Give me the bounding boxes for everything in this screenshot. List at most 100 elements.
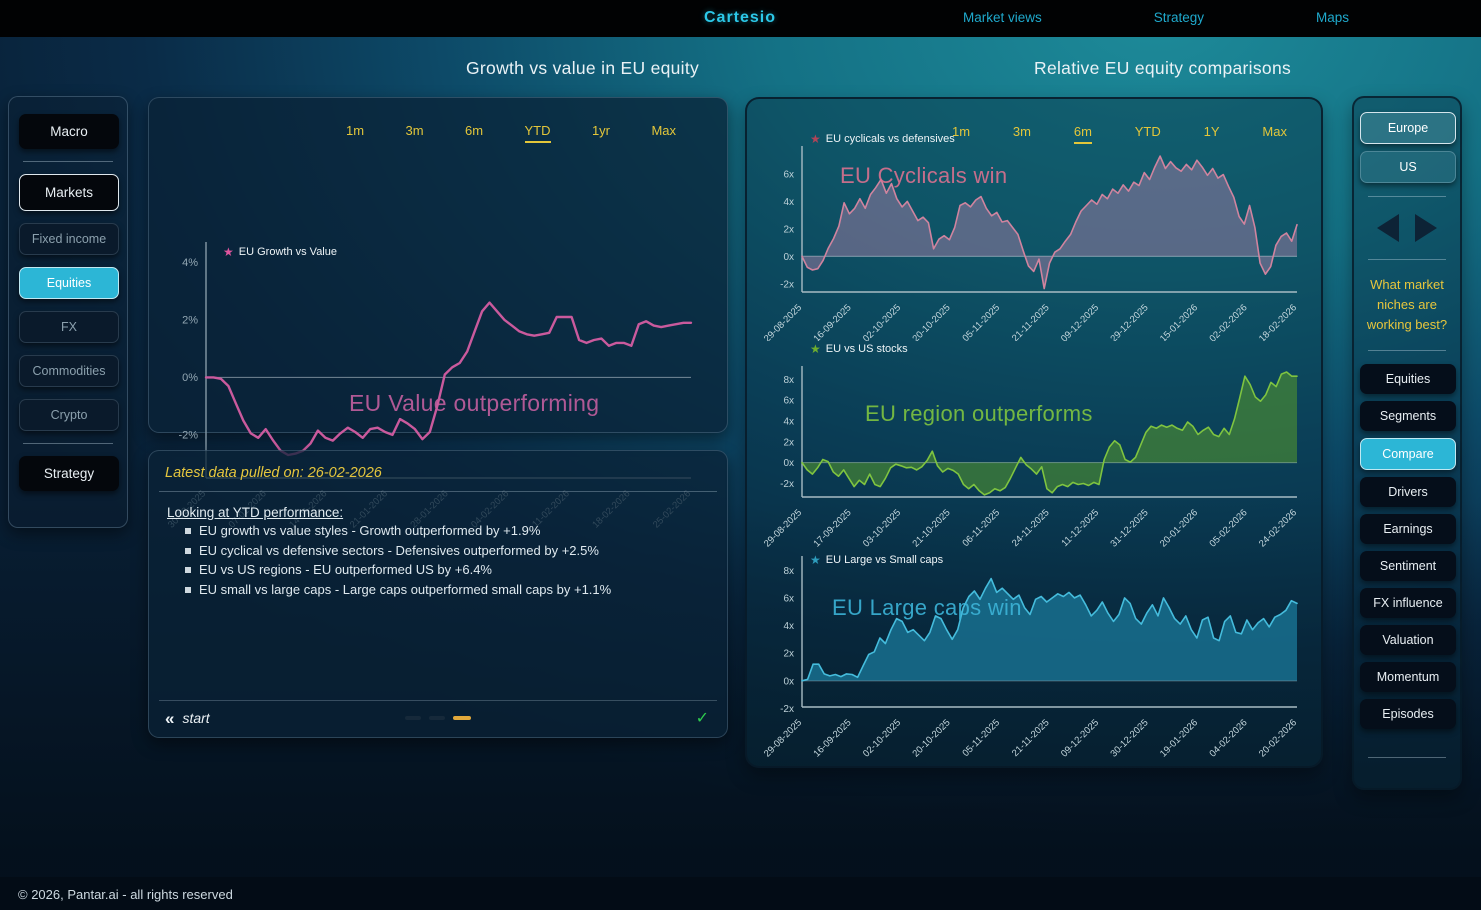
svg-text:21-11-2025: 21-11-2025	[1010, 717, 1052, 759]
ytd-performance-heading: Looking at YTD performance:	[167, 505, 344, 520]
right-nav-equities[interactable]: Equities	[1360, 364, 1456, 395]
eu-vs-us-chart: 8x 6x 4x 2x 0x -2x 29-08-2025 17-09-2025 03-10-2…	[747, 339, 1325, 551]
growth-range-1m[interactable]: 1m	[346, 123, 365, 138]
svg-text:17-09-2025: 17-09-2025	[811, 507, 853, 549]
right-nav-compare[interactable]: Compare	[1360, 438, 1456, 471]
sidebar-item-macro[interactable]: Macro	[19, 114, 119, 149]
topnav-item-strategy[interactable]: Strategy	[1153, 10, 1205, 25]
relative-range-3m[interactable]: 3m	[1012, 124, 1031, 139]
relative-range-6m[interactable]: 6m	[1073, 124, 1092, 144]
relative-range-selector: 1m 3m 6m YTD 1Y Max	[952, 124, 1287, 144]
svg-text:2x: 2x	[783, 649, 794, 660]
chart-annotation: EU Large caps win	[832, 595, 1022, 620]
right-nav-valuation[interactable]: Valuation	[1360, 625, 1456, 656]
svg-text:6x: 6x	[783, 169, 794, 180]
right-nav-earnings[interactable]: Earnings	[1360, 514, 1456, 545]
legend-label: EU Large vs Small caps	[825, 554, 944, 566]
svg-text:20-10-2025: 20-10-2025	[910, 302, 952, 341]
bullet-square-icon	[185, 586, 191, 593]
svg-text:24-11-2025: 24-11-2025	[1010, 507, 1052, 549]
info-panel-footer: « start ✓	[165, 706, 711, 730]
relative-range-max[interactable]: Max	[1262, 124, 1287, 139]
bullet-text: EU vs US regions - EU outperformed US by…	[199, 562, 492, 577]
right-nav-episodes[interactable]: Episodes	[1360, 699, 1456, 730]
sidebar-item-fx[interactable]: FX	[19, 311, 119, 343]
svg-text:04-02-2026: 04-02-2026	[1207, 717, 1249, 759]
sidebar-item-crypto[interactable]: Crypto	[19, 399, 119, 431]
svg-text:20-02-2026: 20-02-2026	[1257, 717, 1299, 759]
bullet-text: EU growth vs value styles - Growth outpe…	[199, 523, 541, 538]
svg-text:29-08-2025: 29-08-2025	[762, 507, 804, 549]
svg-text:06-11-2025: 06-11-2025	[960, 507, 1002, 549]
svg-text:05-11-2025: 05-11-2025	[960, 717, 1002, 759]
star-icon: ★	[810, 132, 821, 146]
svg-text:30-12-2025: 30-12-2025	[1108, 717, 1150, 759]
svg-text:05-11-2025: 05-11-2025	[960, 302, 1002, 341]
chart-canvas: 6x 4x 2x 0x -2x 29-08-2025 16-09-2025 02-10-202…	[762, 146, 1299, 344]
relative-range-1m[interactable]: 1m	[952, 124, 971, 139]
relative-range-1y[interactable]: 1Y	[1203, 124, 1220, 139]
bullet-square-icon	[185, 528, 191, 534]
right-nav-fx-influence[interactable]: FX influence	[1360, 588, 1456, 619]
chart-legend: ★ EU Large vs Small caps	[810, 554, 943, 566]
cyclicals-vs-defensives-chart: 6x 4x 2x 0x -2x 29-08-2025 16-09-2025 02-10-202…	[747, 129, 1325, 344]
svg-text:6x: 6x	[783, 396, 794, 407]
right-nav-sentiment[interactable]: Sentiment	[1360, 551, 1456, 582]
sidebar-item-fixed-income[interactable]: Fixed income	[19, 223, 119, 255]
growth-range-1yr[interactable]: 1yr	[591, 123, 610, 138]
growth-range-max[interactable]: Max	[651, 123, 676, 138]
svg-text:16-09-2025: 16-09-2025	[811, 717, 853, 759]
svg-text:29-08-2025: 29-08-2025	[762, 302, 804, 341]
topnav-item-market-views[interactable]: Market views	[963, 10, 1042, 25]
region-button-us[interactable]: US	[1360, 151, 1456, 183]
sidebar-item-markets[interactable]: Markets	[19, 174, 119, 211]
divider	[1368, 259, 1446, 260]
divider	[1368, 350, 1446, 352]
chart-legend: ★ EU vs US stocks	[810, 343, 908, 355]
right-nav-segments[interactable]: Segments	[1360, 401, 1456, 432]
top-nav: Market views Strategy Maps	[963, 10, 1349, 25]
right-nav-momentum[interactable]: Momentum	[1360, 662, 1456, 693]
sidebar-item-strategy[interactable]: Strategy	[19, 456, 119, 491]
pager-arrows	[1360, 210, 1454, 246]
growth-range-3m[interactable]: 3m	[405, 123, 424, 138]
app-logo[interactable]: Cartesio	[704, 9, 777, 26]
svg-text:02-02-2026: 02-02-2026	[1207, 302, 1249, 341]
growth-range-selector: 1m 3m 6m YTD 1yr Max	[346, 123, 676, 143]
sidebar-item-commodities[interactable]: Commodities	[19, 355, 119, 387]
growth-range-6m[interactable]: 6m	[465, 123, 484, 138]
svg-text:15-01-2026: 15-01-2026	[1158, 302, 1200, 341]
right-sidebar: Europe US What market niches are working b…	[1352, 96, 1462, 790]
topnav-item-maps[interactable]: Maps	[1315, 10, 1349, 25]
pager-dash-3[interactable]	[453, 716, 471, 720]
svg-text:6x: 6x	[783, 593, 794, 604]
chart-canvas: 8x 6x 4x 2x 0x -2x 29-08-2025 17-09-2025 03-10-2…	[762, 366, 1299, 549]
growth-range-ytd[interactable]: YTD	[524, 123, 551, 143]
svg-text:4x: 4x	[783, 621, 794, 632]
svg-text:19-01-2026: 19-01-2026	[1158, 717, 1200, 759]
svg-text:21-11-2025: 21-11-2025	[1010, 302, 1052, 341]
start-button[interactable]: « start	[165, 710, 210, 727]
svg-text:-2x: -2x	[780, 479, 794, 490]
left-arrow-icon[interactable]	[1377, 214, 1399, 242]
svg-text:21-10-2025: 21-10-2025	[910, 507, 952, 549]
svg-text:0x: 0x	[783, 458, 794, 469]
list-item: EU vs US regions - EU outperformed US by…	[185, 562, 611, 577]
sidebar-item-equities[interactable]: Equities	[19, 267, 119, 299]
right-nav-drivers[interactable]: Drivers	[1360, 477, 1456, 508]
list-item: EU cyclical vs defensive sectors - Defen…	[185, 543, 611, 558]
right-arrow-icon[interactable]	[1415, 214, 1437, 242]
svg-text:24-02-2026: 24-02-2026	[1257, 507, 1299, 549]
pager-dash-1[interactable]	[405, 716, 421, 720]
svg-text:02-10-2025: 02-10-2025	[861, 717, 903, 759]
pager-dash-2[interactable]	[429, 716, 445, 720]
ytd-performance-list: EU growth vs value styles - Growth outpe…	[185, 523, 611, 601]
chart-legend: ★ EU cyclicals vs defensives	[810, 133, 955, 145]
region-button-europe[interactable]: Europe	[1360, 112, 1456, 144]
svg-text:20-10-2025: 20-10-2025	[910, 717, 952, 759]
relative-range-ytd[interactable]: YTD	[1134, 124, 1161, 139]
latest-data-timestamp: Latest data pulled on: 26-02-2026	[165, 465, 382, 481]
bullet-text: EU cyclical vs defensive sectors - Defen…	[199, 542, 599, 558]
svg-text:02-10-2025: 02-10-2025	[861, 302, 903, 341]
